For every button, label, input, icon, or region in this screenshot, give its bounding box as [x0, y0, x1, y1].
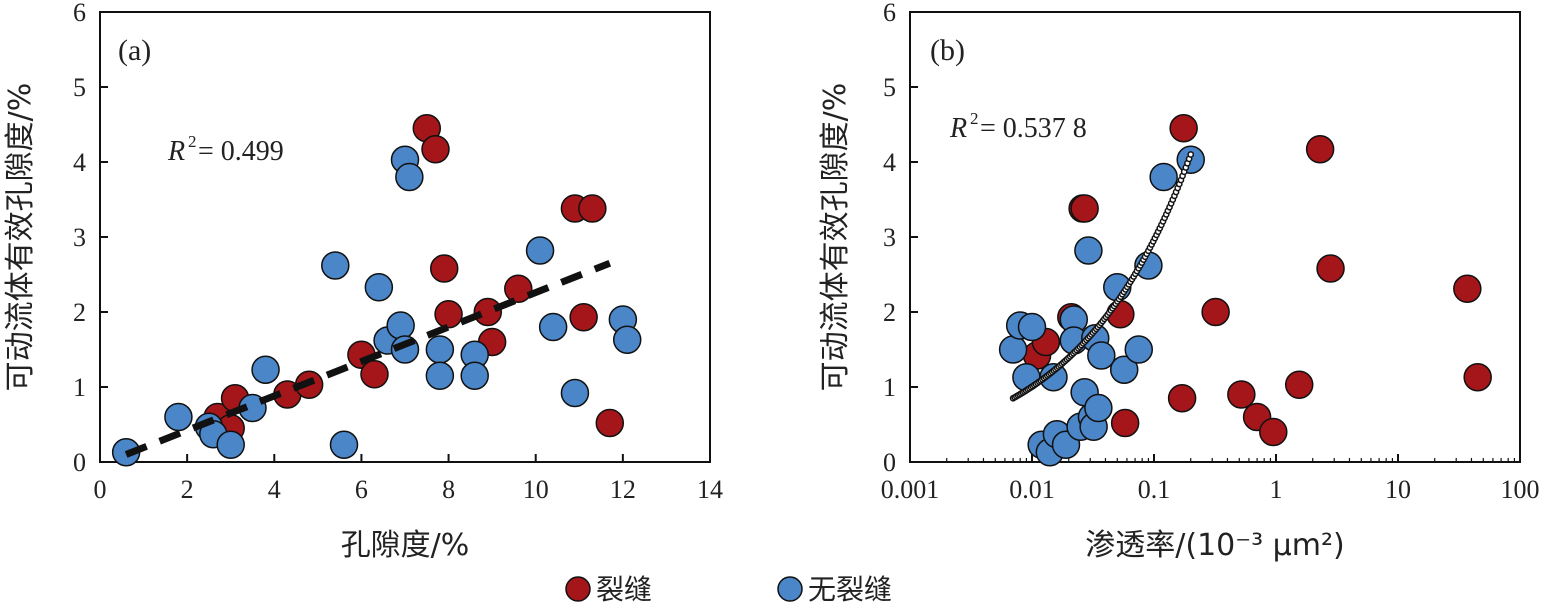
scatter-point-0-1-6 — [251, 355, 280, 384]
plot-frame-0 — [99, 11, 711, 463]
x-tick-label-1-2: 0.1 — [1138, 475, 1171, 504]
y-tick-label-1-2: 2 — [883, 298, 896, 327]
y-tick-label-0-4: 4 — [73, 148, 86, 177]
r2-symbol-0: R — [167, 136, 185, 167]
scatter-point-0-0-9 — [429, 254, 459, 283]
legend-marker-1 — [777, 576, 803, 602]
scatter-point-0-1-18 — [460, 361, 489, 390]
x-tick-label-0-1: 2 — [181, 475, 194, 504]
scatter-point-1-0-14 — [1305, 135, 1335, 164]
scatter-point-1-0-9 — [1201, 297, 1230, 327]
scatter-point-1-1-23 — [1149, 162, 1178, 192]
legend-label-0: 裂缝 — [596, 573, 652, 605]
scatter-point-0-0-15 — [569, 303, 598, 332]
scatter-point-0-1-23 — [612, 325, 642, 354]
x-tick-label-1-3: 1 — [1270, 475, 1283, 504]
y-tick-label-0-3: 3 — [73, 223, 86, 252]
scatter-point-0-1-14 — [395, 162, 424, 192]
x-tick-label-0-6: 12 — [610, 475, 636, 504]
y-tick-label-1-5: 5 — [883, 73, 896, 102]
scatter-point-1-0-4 — [1070, 194, 1099, 223]
x-tick-label-0-3: 6 — [355, 475, 368, 504]
y-axis-label-1: 可动流体有效孔隙度/% — [818, 83, 853, 392]
scatter-point-0-0-10 — [434, 300, 463, 329]
r2-symbol-1: R — [949, 113, 967, 144]
scatter-point-1-1-3 — [1017, 312, 1047, 342]
y-tick-label-1-6: 6 — [883, 0, 896, 27]
x-tick-label-1-5: 100 — [1501, 475, 1540, 504]
scatter-point-1-1-18 — [1087, 341, 1116, 370]
x-tick-label-0-5: 10 — [523, 475, 549, 504]
legend-marker-0 — [565, 576, 591, 602]
y-axis-label-0: 可动流体有效孔隙度/% — [3, 83, 38, 392]
r2-value-0: = 0.499 — [198, 136, 284, 167]
x-tick-label-0-2: 4 — [268, 475, 281, 504]
scatter-point-0-1-4 — [216, 430, 245, 459]
y-tick-label-0-5: 5 — [73, 73, 86, 102]
scatter-point-0-1-11 — [386, 311, 415, 340]
scatter-point-1-0-16 — [1453, 274, 1482, 303]
scatter-point-1-0-15 — [1316, 254, 1345, 283]
r2-value-1: = 0.537 8 — [980, 113, 1087, 144]
scatter-point-1-0-6 — [1110, 408, 1140, 438]
panel-label-0: (a) — [118, 34, 151, 67]
x-tick-label-0-0: 0 — [94, 475, 107, 504]
r2-exponent-1: 2 — [970, 109, 979, 128]
y-tick-label-0-0: 0 — [73, 448, 86, 477]
y-tick-label-1-3: 3 — [883, 223, 896, 252]
scatter-point-0-1-8 — [329, 430, 359, 459]
y-tick-label-1-0: 0 — [883, 448, 896, 477]
x-tick-label-0-7: 14 — [697, 475, 723, 504]
trendline-0 — [124, 259, 612, 458]
scatter-point-0-0-6 — [360, 360, 389, 389]
legend-label-1: 无裂缝 — [808, 573, 892, 605]
scatter-point-0-0-16 — [578, 194, 607, 223]
x-tick-label-1-0: 0.001 — [881, 475, 940, 504]
scatter-point-0-1-7 — [321, 251, 350, 280]
x-tick-label-1-4: 10 — [1385, 475, 1411, 504]
y-tick-label-0-2: 2 — [73, 298, 86, 327]
scatter-point-1-1-17 — [1084, 393, 1113, 423]
y-tick-label-0-1: 1 — [73, 373, 86, 402]
scatter-point-1-1-21 — [1124, 335, 1154, 364]
scatter-point-0-1-15 — [425, 335, 455, 364]
scatter-point-1-0-7 — [1167, 384, 1197, 413]
trendline-marker-1-109 — [1187, 151, 1195, 158]
scatter-point-1-0-17 — [1463, 363, 1492, 392]
panel-label-1: (b) — [930, 34, 965, 67]
scatter-point-1-1-13 — [1074, 236, 1103, 265]
scatter-point-1-0-10 — [1227, 380, 1256, 409]
scatter-point-0-1-1 — [164, 402, 193, 432]
scatter-point-1-0-13 — [1284, 370, 1314, 399]
scatter-point-1-1-0 — [998, 335, 1028, 364]
scatter-point-0-0-8 — [421, 135, 450, 164]
scatter-point-0-1-21 — [560, 378, 590, 408]
y-tick-label-1-1: 1 — [883, 373, 896, 402]
scatter-point-0-0-17 — [595, 408, 625, 438]
y-tick-label-0-6: 6 — [73, 0, 86, 27]
scatter-point-1-0-12 — [1259, 417, 1288, 447]
scatter-point-1-1-20 — [1109, 355, 1139, 384]
scatter-point-0-1-16 — [425, 361, 455, 390]
scatter-point-0-1-19 — [525, 236, 555, 265]
scatter-point-0-0-13 — [504, 274, 533, 303]
scatter-point-1-0-8 — [1169, 114, 1198, 143]
r2-exponent-0: 2 — [188, 132, 197, 151]
x-tick-label-0-4: 8 — [442, 475, 455, 504]
x-tick-label-1-1: 0.01 — [1009, 475, 1055, 504]
y-tick-label-1-4: 4 — [883, 148, 896, 177]
plot-frame-1 — [909, 11, 1521, 463]
scatter-point-0-1-9 — [364, 273, 394, 302]
x-axis-label-1: 渗透率/(10⁻³ μm²) — [1085, 528, 1344, 563]
scatter-point-0-1-20 — [538, 312, 568, 342]
x-axis-label-0: 孔隙度/% — [341, 528, 470, 563]
